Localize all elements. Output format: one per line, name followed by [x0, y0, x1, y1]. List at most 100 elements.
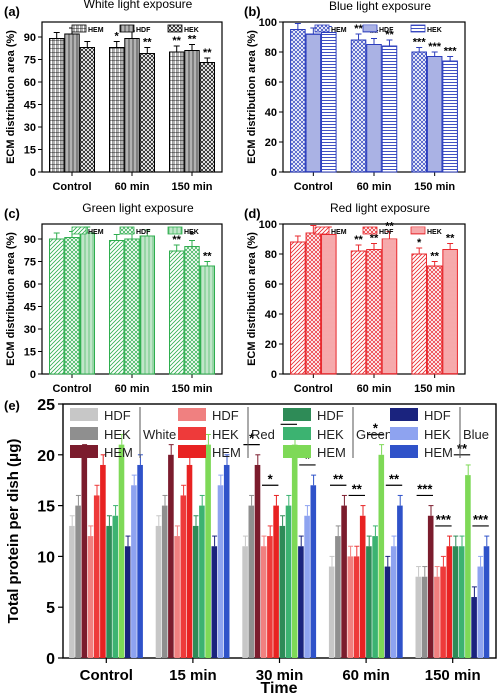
y-tick-label: 75 [24, 55, 36, 67]
legend-label: HEM [88, 27, 104, 34]
bar-white-hem [427, 515, 434, 658]
legend: HEM HDF HEK [314, 24, 442, 34]
bar-white-hdf [328, 566, 335, 658]
bar-hem [350, 250, 367, 375]
bar-white-hdf [242, 546, 248, 658]
legend-label: HDF [424, 408, 451, 423]
x-tick-label: 150 min [414, 181, 455, 193]
bar-hdf [426, 265, 443, 375]
legend: HDF HEK HEM White HDF HEK HEM Red HDF HEK HEM Green… [70, 407, 489, 460]
y-tick-label: 15 [24, 145, 36, 157]
bar-blue-hek [131, 485, 137, 658]
legend-swatch [70, 408, 98, 421]
bar-hek [199, 265, 216, 375]
x-tick-label: 150 min [172, 383, 213, 395]
bar-blue-hdf [211, 546, 218, 658]
panel-label: (b) [244, 4, 261, 19]
y-tick-label: 20 [265, 137, 277, 149]
legend-label: HEK [104, 427, 131, 442]
bar-red-hek [440, 566, 446, 658]
significance-label: ** [354, 234, 363, 246]
bar-blue-hdf [298, 546, 304, 658]
x-tick-label: 150 min [425, 667, 481, 684]
y-axis-label: ECM distribution area (%) [246, 232, 258, 366]
y-tick-label: 15 [24, 347, 36, 359]
bar-hem [290, 29, 306, 173]
y-tick-label: 20 [37, 448, 55, 465]
bar-hdf [64, 33, 80, 173]
bar-red-hem [446, 546, 453, 658]
bar-green-hem [118, 444, 125, 658]
bar-red-hdf [347, 556, 354, 658]
bar-red-hek [267, 536, 273, 658]
x-tick-label: Control [294, 181, 333, 193]
x-tick-label: Control [52, 383, 91, 395]
legend-swatch [283, 408, 311, 421]
x-tick-label: 30 min [256, 667, 304, 684]
bar-hek [79, 47, 95, 173]
legend-swatch [71, 24, 87, 33]
bar-hem [49, 38, 65, 173]
significance-label: * [249, 431, 255, 446]
legend-label: HDF [136, 229, 151, 236]
bar-green-hek [199, 505, 205, 658]
panel-title: Blue light exposure [329, 0, 431, 13]
significance-label: * [190, 230, 195, 242]
bar-red-hek [353, 556, 360, 658]
panel-label: (a) [4, 4, 20, 19]
significance-label: *** [417, 481, 433, 496]
legend-swatch [178, 427, 206, 440]
legend: HEM HDF HEK [71, 24, 199, 34]
y-tick-label: 0 [271, 369, 277, 381]
legend-label: HDF [136, 27, 151, 34]
legend-label: HEM [317, 445, 346, 460]
legend-group-label: Blue [463, 427, 489, 442]
bar-white-hek [75, 505, 81, 658]
legend-swatch [178, 445, 206, 458]
bar-hek [442, 249, 458, 375]
legend-label: HEK [317, 427, 344, 442]
y-tick-label: 20 [265, 339, 277, 351]
y-tick-label: 90 [24, 234, 36, 246]
bar-hdf [124, 38, 140, 173]
bar-hdf [64, 237, 80, 375]
legend-label: HDF [379, 27, 394, 34]
y-tick-label: 60 [265, 279, 277, 291]
significance-label: ** [172, 35, 181, 47]
legend-group-label: Green [356, 427, 392, 442]
panel-label: (c) [4, 206, 20, 221]
legend-label: HEM [331, 229, 347, 236]
bar-hdf [305, 33, 322, 173]
y-tick-label: 60 [265, 77, 277, 89]
bar-hek [442, 60, 458, 173]
bar-blue-hem [137, 464, 143, 658]
bar-green-hdf [106, 525, 112, 658]
significance-label: * [115, 31, 120, 43]
bar-green-hdf [192, 525, 199, 658]
significance-label: * [268, 471, 274, 486]
bar-hem [169, 250, 185, 375]
bar-hdf [366, 44, 382, 173]
legend-swatch [410, 226, 426, 235]
y-axis-label: ECM distribution area (%) [246, 30, 258, 164]
panel-label: (e) [4, 398, 20, 413]
x-tick-label: Control [294, 383, 333, 395]
bar-hem [109, 240, 125, 375]
legend-label: HDF [104, 408, 131, 423]
x-axis-label: Time [260, 680, 297, 697]
legend: HEM HDF HEK [314, 226, 442, 236]
bar-green-hdf [366, 546, 372, 658]
bar-red-hem [100, 464, 106, 658]
y-tick-label: 40 [265, 107, 277, 119]
legend: HEM HDF HEK [71, 226, 199, 236]
y-tick-label: 0 [271, 167, 277, 179]
legend-label: HDF [212, 408, 239, 423]
bar-red-hem [359, 515, 366, 658]
y-tick-label: 45 [24, 302, 36, 314]
bar-hek [79, 232, 95, 375]
bar-blue-hek [477, 566, 484, 658]
x-tick-label: 60 min [357, 181, 392, 193]
bar-green-hem [465, 475, 471, 658]
bar-hdf [184, 246, 200, 375]
legend-label: HEM [88, 229, 104, 236]
